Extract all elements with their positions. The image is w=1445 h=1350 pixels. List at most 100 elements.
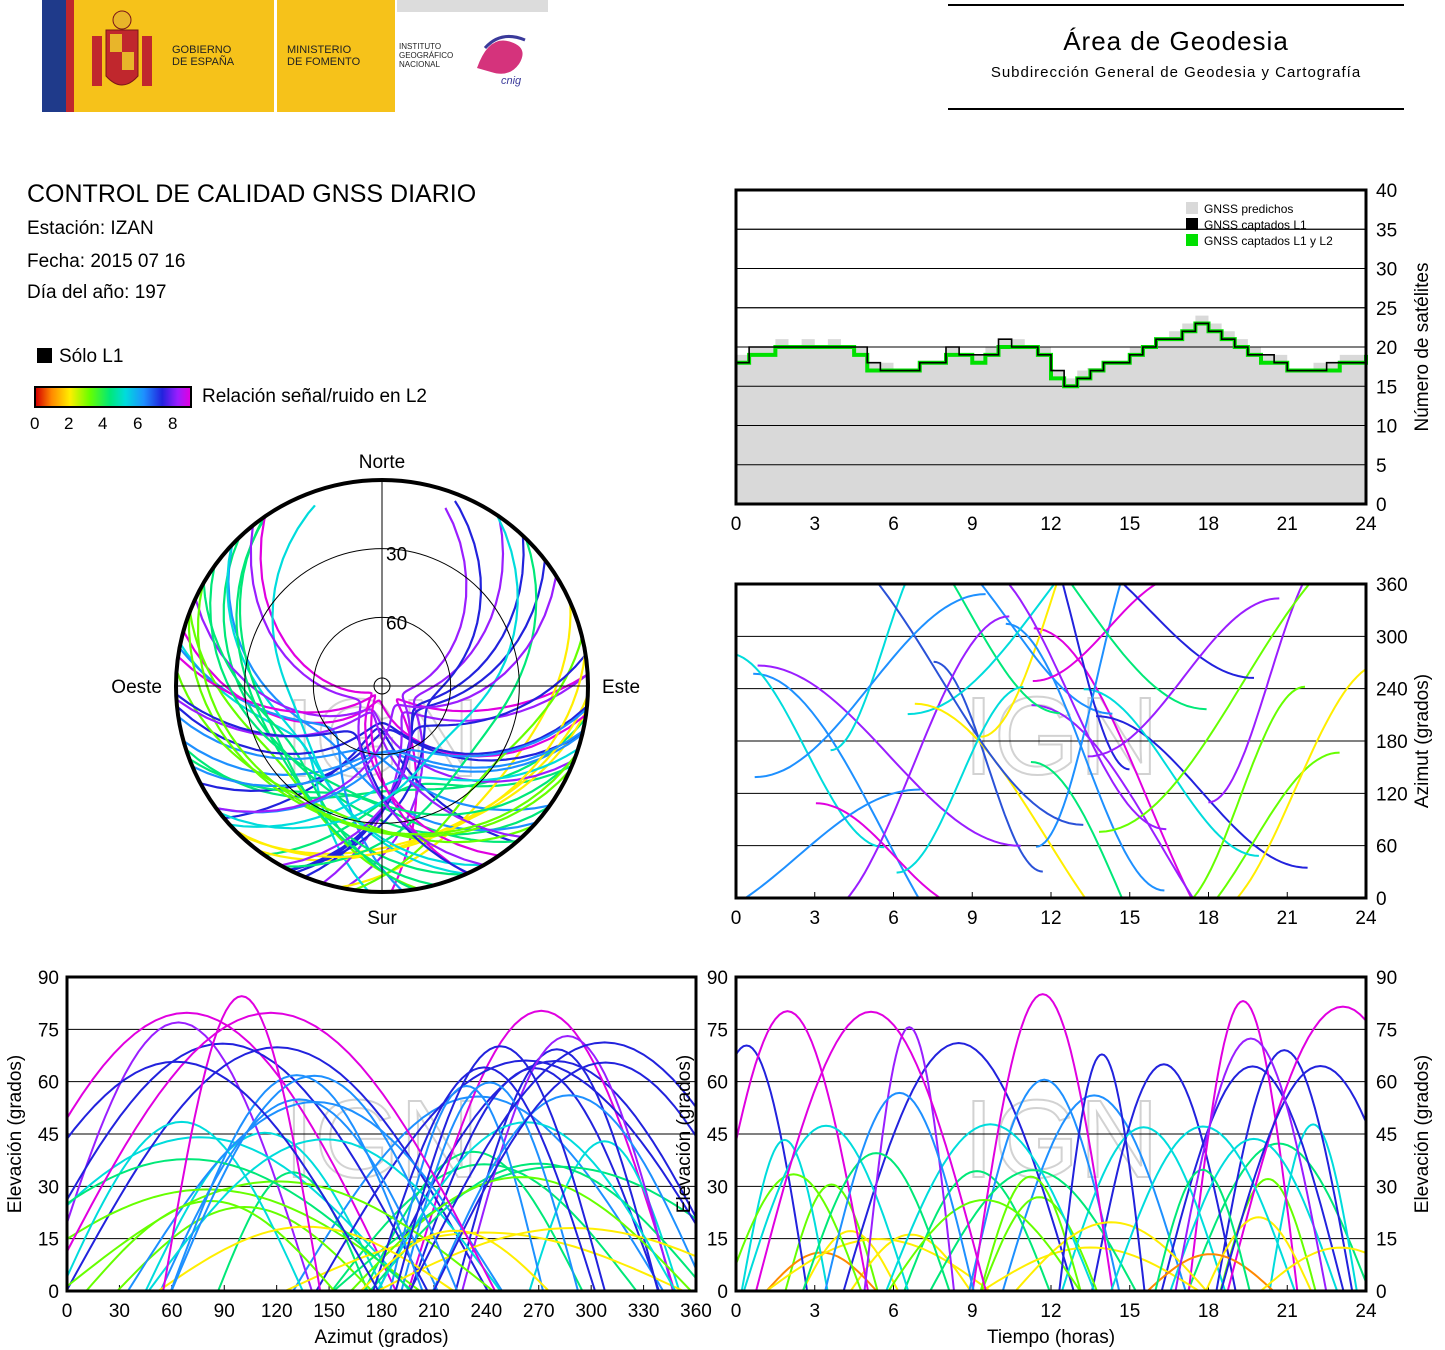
elevation-azimuth-trace <box>162 995 322 1291</box>
y-tick-label: 25 <box>1376 299 1397 320</box>
x-tick-label: 15 <box>1119 908 1140 929</box>
elevation-time-trace <box>736 1010 869 1291</box>
ministerio-line1: MINISTERIO <box>287 44 352 56</box>
satellites-frame <box>734 188 1368 506</box>
x-tick-label: 0 <box>731 908 742 929</box>
snr-label: Relación señal/ruido en L2 <box>202 386 427 407</box>
gobierno-line1: GOBIERNO <box>172 44 232 56</box>
station-label: Estación: IZAN <box>27 218 154 239</box>
elevation-time-trace <box>765 1251 878 1291</box>
y-tick-label-left: 75 <box>707 1020 728 1041</box>
elevation-time-trace <box>979 1175 1082 1291</box>
x-tick-label: 0 <box>62 1301 73 1322</box>
elevation-time-frame <box>734 975 1368 1293</box>
elevation-azimuth-trace <box>528 1140 681 1291</box>
elevation-azimuth-trace <box>432 1061 696 1291</box>
elevation-time-trace <box>801 1230 899 1291</box>
elevation-time-trace <box>742 1124 910 1291</box>
azimuth-trace <box>952 584 1060 715</box>
y-axis-label: Número de satélites <box>1412 263 1433 432</box>
x-tick-label: 210 <box>418 1301 450 1322</box>
skyplot-trace <box>282 538 538 868</box>
snr-tick-6: 6 <box>133 414 143 433</box>
elevation-azimuth-trace <box>394 1045 606 1291</box>
elevation-azimuth-trace <box>454 1048 659 1291</box>
x-tick-label: 18 <box>1198 908 1219 929</box>
area-subtitle: Subdirección General de Geodesia y Carto… <box>990 64 1362 81</box>
x-tick-label: 30 <box>109 1301 130 1322</box>
snr-tick-2: 2 <box>64 414 74 433</box>
y-tick-label: 15 <box>1376 1230 1397 1251</box>
elevation-azimuth-trace <box>67 1136 411 1291</box>
elevation-azimuth-trace <box>461 1034 674 1291</box>
snr-tick-0: 0 <box>30 414 40 433</box>
elevation-time-trace <box>1146 1253 1274 1291</box>
legend-entry: GNSS captados L1 <box>1204 218 1307 232</box>
azimuth-trace <box>753 672 920 898</box>
y-tick-label: 10 <box>1376 417 1397 438</box>
l1-only-label: Sólo L1 <box>59 346 124 367</box>
azimuth-trace <box>1087 597 1280 758</box>
azimuth-trace <box>1083 688 1259 857</box>
x-tick-label: 0 <box>731 1301 742 1322</box>
x-tick-label: 60 <box>161 1301 182 1322</box>
azimuth-trace <box>1035 584 1122 848</box>
y-axis-label: Elevación (grados) <box>5 1055 26 1213</box>
skyplot-trace <box>209 566 576 817</box>
azimuth-trace <box>1032 584 1158 682</box>
y-tick-label: 15 <box>1376 377 1397 398</box>
legend-entry: GNSS captados L1 y L2 <box>1204 234 1333 248</box>
y-tick-label: 60 <box>1376 837 1397 858</box>
instituto-line2: GEOGRÁFICO <box>399 51 454 60</box>
azimuth-trace <box>1070 584 1207 711</box>
y-tick-label-left: 60 <box>707 1073 728 1094</box>
ministerio-logo: MINISTERIO DE FOMENTO <box>277 0 395 112</box>
azimuth-trace <box>980 584 1058 738</box>
instituto-line3: NACIONAL <box>399 60 440 69</box>
y-tick-label: 300 <box>1376 627 1408 648</box>
azimuth-trace <box>1096 715 1308 869</box>
doy-label: Día del año: 197 <box>27 282 167 303</box>
elevation-time-trace <box>824 1091 975 1291</box>
elevation-time-trace <box>1204 1216 1313 1291</box>
azimuth-trace <box>1208 584 1304 804</box>
x-tick-label: 15 <box>1119 1301 1140 1322</box>
azimuth-trace <box>754 593 986 779</box>
legend-swatch <box>1186 202 1198 214</box>
y-axis-label-left: Elevación (grados) <box>674 1055 695 1213</box>
y-tick-label: 0 <box>1376 1282 1387 1303</box>
ring-label-30: 30 <box>386 545 407 566</box>
elevation-time-trace <box>1110 1125 1296 1291</box>
elevation-time-trace <box>1154 1168 1251 1291</box>
x-tick-label: 360 <box>680 1301 712 1322</box>
y-tick-label: 40 <box>1376 181 1397 202</box>
elevation-time-trace <box>1260 1246 1366 1291</box>
legend-swatch <box>1186 218 1198 230</box>
elevation-azimuth-trace <box>170 1074 459 1291</box>
coat-of-arms-icon <box>92 10 152 86</box>
elevation-time-trace <box>929 1169 1137 1291</box>
y-tick-label: 90 <box>38 968 59 989</box>
skyplot-trace <box>271 484 485 867</box>
x-tick-label: 3 <box>809 1301 820 1322</box>
area-title: Área de Geodesia <box>1063 26 1289 56</box>
y-tick-label: 30 <box>1376 260 1397 281</box>
azimuth-trace <box>736 653 885 849</box>
l1-only-swatch <box>37 348 52 363</box>
azimuth-trace <box>1007 584 1167 831</box>
skyplot-trace <box>196 584 578 836</box>
elevation-time-trace <box>842 1041 1075 1291</box>
x-tick-label: 12 <box>1040 1301 1061 1322</box>
x-tick-label: 21 <box>1277 514 1298 535</box>
y-tick-label: 15 <box>38 1230 59 1251</box>
direction-west: Oeste <box>111 677 162 698</box>
x-tick-label: 24 <box>1355 1301 1377 1322</box>
x-tick-label: 3 <box>809 514 820 535</box>
elevation-time-trace <box>1174 1037 1328 1291</box>
elevation-time-trace <box>971 993 1114 1291</box>
x-tick-label: 18 <box>1198 514 1219 535</box>
y-tick-label-left: 15 <box>707 1230 728 1251</box>
x-tick-label: 24 <box>1355 908 1377 929</box>
elevation-azimuth-trace <box>67 1120 304 1291</box>
elevation-time-trace <box>1187 1000 1299 1291</box>
